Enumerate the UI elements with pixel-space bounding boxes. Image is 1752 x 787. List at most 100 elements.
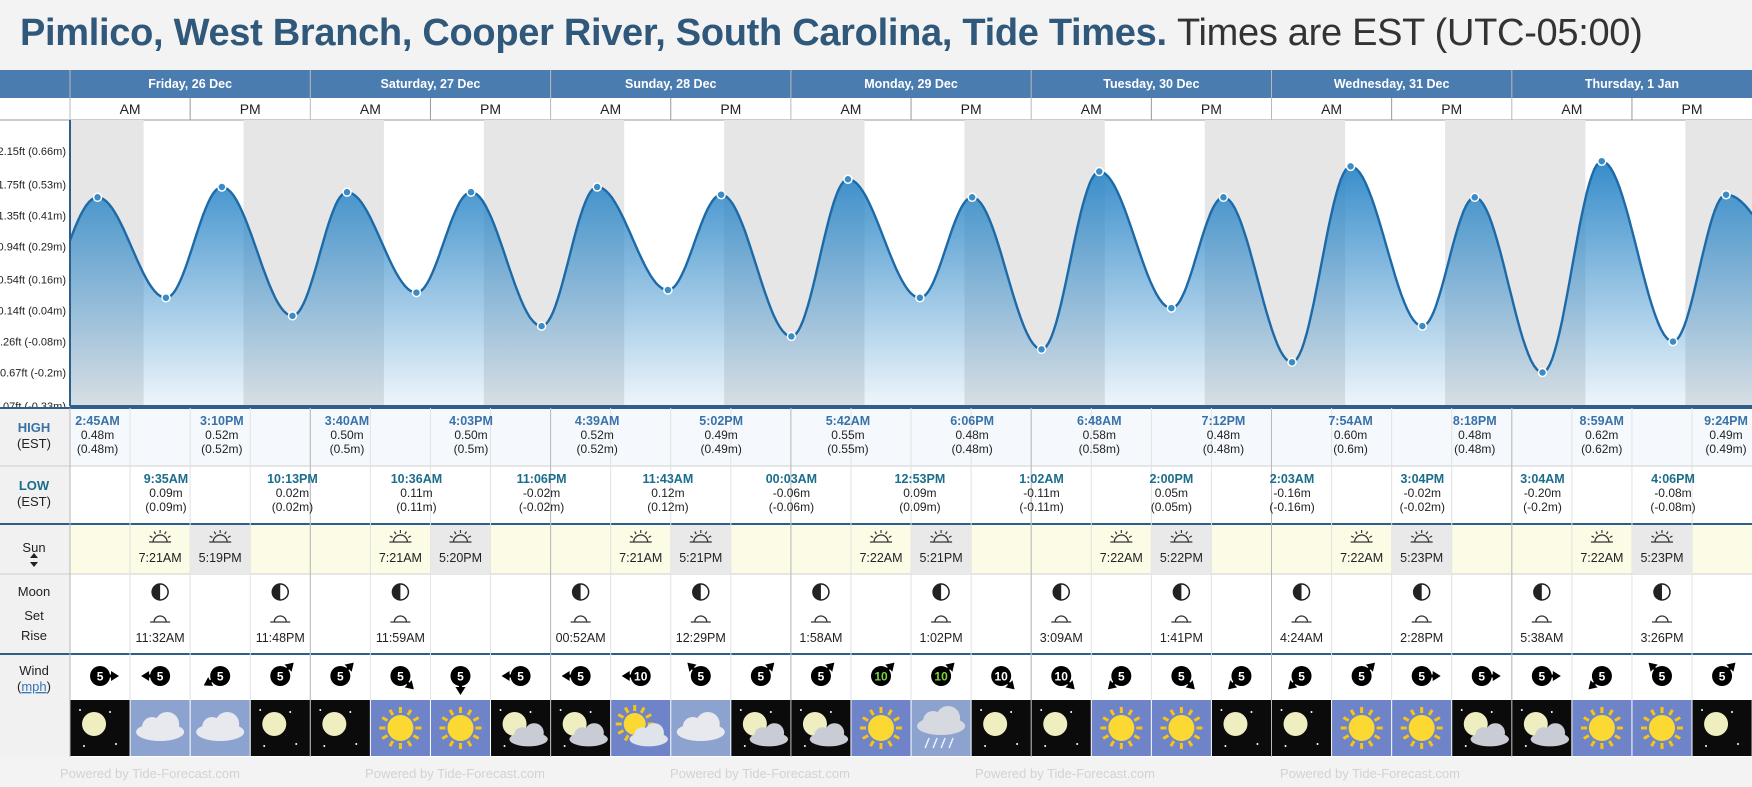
am-label: AM (1081, 101, 1102, 117)
low-tide-time: 4:06PM (1651, 472, 1695, 486)
low-tide-point (1668, 336, 1678, 347)
wind-disc (931, 666, 952, 686)
high-tide-height: 0.49m (1709, 428, 1742, 442)
wind-arrow-icon: 5 (203, 666, 231, 686)
wind-disc (991, 666, 1012, 686)
pm-label: PM (1201, 101, 1222, 117)
high-tide-height-alt: (0.49m) (1705, 442, 1746, 456)
wind-arrowhead (404, 680, 414, 690)
wind-arrow-icon: 5 (1531, 666, 1561, 686)
sunrise-icon (629, 530, 652, 543)
cloud-puff (644, 723, 664, 743)
high-tide-point (1721, 189, 1731, 200)
am-label: AM (840, 101, 861, 117)
watermark-text: Powered by Tide-Forecast.com (975, 766, 1155, 781)
moon-arc (694, 615, 708, 623)
star (1016, 743, 1019, 745)
sun-ray (1402, 716, 1410, 722)
wind-arrow-icon: 10 (931, 662, 955, 686)
high-tide-time: 3:40AM (325, 414, 369, 428)
wind-arrowhead (1065, 680, 1075, 690)
sun-ray (227, 535, 231, 539)
low-tide-height-alt: (0.09m) (899, 500, 940, 514)
wind-arrow-icon: 10 (621, 666, 651, 686)
moon-night-icon (1031, 700, 1091, 756)
high-tide-height: 0.48m (1458, 428, 1491, 442)
high-tide-time: 4:03PM (449, 414, 493, 428)
high-tide-point (843, 174, 853, 185)
am-label: AM (120, 101, 141, 117)
sun-ray (1373, 734, 1381, 740)
low-tide-time: 3:04AM (1520, 472, 1564, 486)
high-row-tz: (EST) (17, 436, 51, 451)
moon-phase-icon (1292, 583, 1311, 601)
sun-ray (1591, 535, 1595, 539)
watermark-text: Powered by Tide-Forecast.com (365, 766, 545, 781)
sun-ray (1127, 709, 1134, 716)
high-tide-time: 6:06PM (950, 414, 994, 428)
moon-shadow (1413, 584, 1422, 600)
low-tide-height: 0.05m (1155, 486, 1188, 500)
star (1250, 711, 1253, 713)
sun-ray (870, 535, 874, 539)
wind-speed: 5 (1719, 670, 1726, 684)
wind-arrow-icon: 5 (1471, 666, 1501, 686)
title-bar: Pimlico, West Branch, Cooper River, Sout… (0, 0, 1752, 70)
sun-disc (1108, 715, 1135, 741)
sun-ray (1125, 531, 1128, 535)
sun-ray (406, 740, 413, 747)
sun-ray (466, 740, 473, 747)
sun-ray (1429, 535, 1433, 539)
low-tide-height-alt: (-0.08m) (1650, 500, 1695, 514)
day-label: Sunday, 28 Dec (625, 77, 717, 91)
moon-set-label: Set (24, 608, 44, 623)
moon-arc (393, 615, 408, 623)
sun-icon (370, 700, 430, 756)
star (1070, 711, 1073, 713)
sun-ray (1109, 709, 1116, 716)
sun-icon (1151, 700, 1211, 756)
star (259, 709, 262, 711)
sun-ray (1409, 709, 1416, 716)
star (349, 711, 352, 713)
star (1310, 711, 1313, 713)
low-row-bg (0, 466, 1752, 524)
moon-phase-icon (692, 583, 710, 601)
wind-arrowhead (765, 662, 775, 672)
moon-shadow (1293, 584, 1302, 600)
wind-arrowhead (1432, 671, 1441, 681)
wind-arrow-icon: 5 (1712, 662, 1736, 686)
rain-drop (924, 737, 930, 749)
moon-time: 1:58AM (799, 631, 842, 645)
wind-arrow-icon: 5 (687, 662, 711, 686)
mph-link[interactable]: mph (21, 679, 46, 694)
moon-phase-icon (1533, 583, 1551, 601)
rain-cloud-icon (911, 700, 971, 756)
moon-rise-label: Rise (21, 628, 47, 643)
sun-ray (1650, 740, 1656, 747)
wind-disc (871, 666, 892, 686)
cloud-icon (671, 700, 731, 756)
low-tide-time: 3:04PM (1400, 472, 1444, 486)
sunset-cell (190, 525, 251, 574)
high-tide-point (1596, 156, 1607, 166)
sun-ray (869, 740, 875, 747)
sun-ray (1114, 531, 1118, 535)
moon-disc (82, 712, 107, 736)
sun-ray (209, 535, 213, 539)
watermark-text: Powered by Tide-Forecast.com (670, 766, 850, 781)
sun-ray (1651, 535, 1655, 539)
wind-disc (1591, 666, 1612, 686)
low-tide-height: -0.08m (1654, 486, 1691, 500)
low-tide-height-alt: (0.12m) (647, 500, 688, 514)
sun-ray (945, 531, 948, 535)
sun-ray (1109, 740, 1116, 747)
moonset-icon (810, 615, 831, 623)
sun-disc (387, 715, 414, 741)
wind-arrowhead (284, 662, 294, 672)
wind-arrowhead (687, 662, 697, 672)
sun-ray (1365, 531, 1369, 535)
low-tide-height: 0.09m (149, 486, 182, 500)
low-tide-height-alt: (-0.02m) (519, 500, 564, 514)
cloud-puff (764, 723, 785, 743)
